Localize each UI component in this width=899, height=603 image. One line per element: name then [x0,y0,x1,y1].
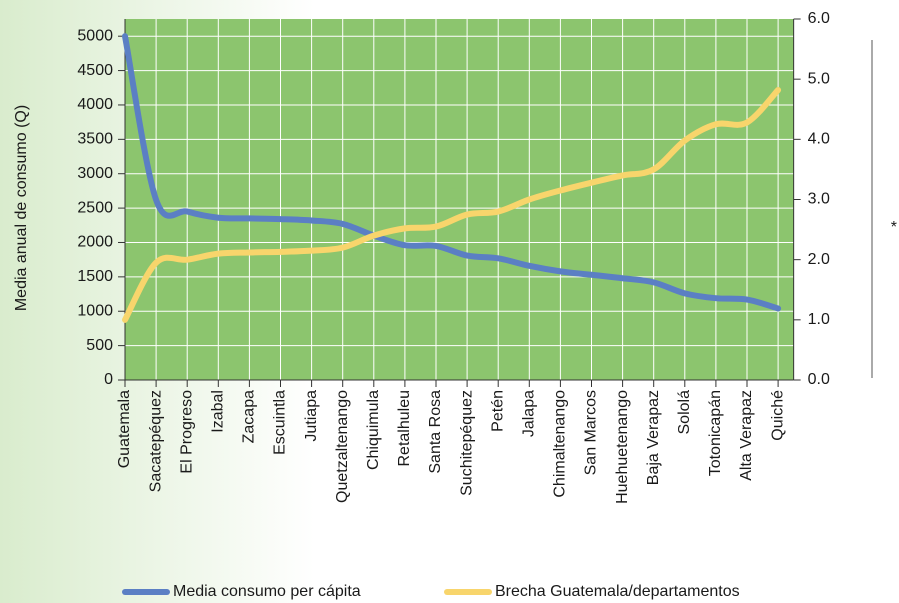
x-tick-label: Baja Verapaz [645,390,662,485]
y-tick-label: 2000 [77,234,113,251]
x-tick-label: Jalapa [521,390,538,437]
y-tick-label: 5000 [77,27,113,44]
x-tick-label: Petén [489,390,506,432]
y-tick-label: 4500 [77,62,113,79]
x-tick-label: Jutiapa [303,390,320,442]
x-tick-label: Quiché [769,390,786,441]
y-tick-label: 2500 [77,199,113,216]
x-tick-label: Sacatepéquez [147,390,164,492]
y-tick-label: 0 [104,371,113,388]
x-tick-label: Zacapa [241,390,258,443]
y-tick-label: 4000 [77,96,113,113]
x-tick-label: Suchitepéquez [458,390,475,496]
x-tick-label: Retalhuleu [396,390,413,467]
y-tick-label: 500 [86,337,113,354]
y2-tick-label: 5.0 [808,70,830,87]
y2-tick-label: 3.0 [808,191,830,208]
y2-axis-label: * [891,219,897,236]
x-tick-label: Santa Rosa [427,390,444,474]
x-tick-label: Guatemala [116,390,133,468]
y2-tick-label: 2.0 [808,251,830,268]
y-tick-label: 1500 [77,268,113,285]
x-tick-label: Sololá [676,390,693,435]
series-line [122,86,782,323]
y-tick-label: 3500 [77,131,113,148]
x-tick-label: Izabal [210,390,227,433]
y2-tick-label: 6.0 [808,10,830,27]
x-tick-label: Huehuetenango [614,390,631,504]
legend-label: Brecha Guatemala/departamentos [495,583,740,600]
x-tick-label: Quetzaltenango [334,390,351,503]
x-tick-label: San Marcos [583,390,600,475]
x-tick-label: Chimaltenango [552,390,569,498]
y-tick-label: 1000 [77,302,113,319]
x-tick-label: El Progreso [178,390,195,474]
y2-tick-label: 4.0 [808,131,830,148]
legend-label: Media consumo per cápita [173,583,361,600]
y-axis-label: Media anual de consumo (Q) [13,105,30,311]
plot-area [125,19,794,380]
x-tick-label: Totonicapán [707,390,724,476]
y2-tick-label: 0.0 [808,371,830,388]
y-tick-label: 3000 [77,165,113,182]
y2-tick-label: 1.0 [808,311,830,328]
x-tick-label: Chiquimula [365,390,382,470]
x-tick-label: Escuintla [272,390,289,455]
series-line [122,33,782,312]
x-tick-label: Alta Verapaz [738,390,755,481]
